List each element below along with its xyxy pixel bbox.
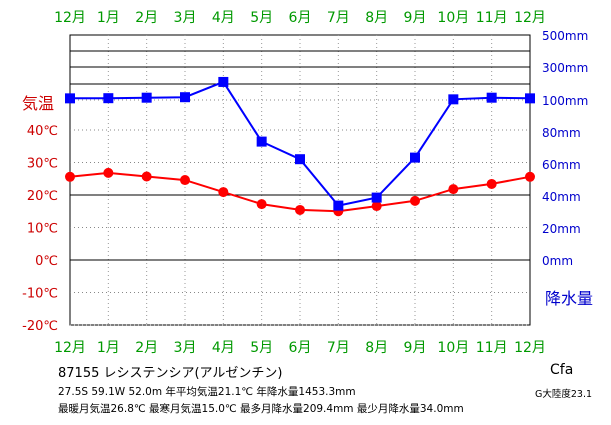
month-label-top: 10月 <box>437 10 469 26</box>
grid <box>69 34 531 326</box>
climate-classification: Cfa <box>550 362 574 378</box>
station-summary-2: 最暖月気温26.8℃ 最寒月気温15.0℃ 最多月降水量209.4mm 最少月降… <box>58 403 464 415</box>
temperature-tick-label: 30℃ <box>27 157 58 172</box>
temperature-tick-label: 20℃ <box>27 189 58 204</box>
temperature-axis-label: 気温 <box>22 94 54 113</box>
month-label-top: 3月 <box>174 10 197 26</box>
series <box>65 76 535 217</box>
precipitation-point <box>218 76 229 87</box>
month-label-bottom: 8月 <box>365 340 388 356</box>
temperature-point <box>65 171 75 182</box>
temperature-tick-label: -20℃ <box>22 319 58 334</box>
station-summary-1: 27.5S 59.1W 52.0m 年平均気温21.1℃ 年降水量1453.3m… <box>58 386 356 398</box>
month-label-bottom: 12月 <box>514 340 546 356</box>
precipitation-point <box>65 93 75 104</box>
month-label-bottom: 11月 <box>476 340 508 356</box>
precipitation-point <box>295 154 305 165</box>
precipitation-point <box>333 200 344 211</box>
month-label-bottom: 9月 <box>404 340 427 356</box>
temperature-point <box>448 184 459 195</box>
temperature-tick-label: 40℃ <box>27 124 58 139</box>
precipitation-tick-label: 20mm <box>542 222 581 236</box>
month-label-bottom: 10月 <box>437 340 469 356</box>
temperature-point <box>410 195 420 206</box>
temperature-point <box>256 199 267 210</box>
precipitation-tick-label: 300mm <box>542 61 588 75</box>
month-labels-top: 12月 1月 2月 3月 4月 5月 6月 7月 8月 9月 10月 11月 12月 <box>54 10 546 26</box>
precipitation-point <box>486 92 497 103</box>
precipitation-tick-label: 80mm <box>542 126 581 140</box>
temperature-point <box>218 187 229 198</box>
month-label-bottom: 12月 <box>54 340 86 356</box>
precipitation-tick-label: 40mm <box>542 190 581 204</box>
temperature-point <box>103 167 114 178</box>
month-labels-bottom: 12月 1月 2月 3月 4月 5月 6月 7月 8月 9月 10月 11月 12月 <box>54 340 546 356</box>
month-label-bottom: 7月 <box>327 340 350 356</box>
month-label-top: 5月 <box>250 10 273 26</box>
month-label-top: 6月 <box>289 10 312 26</box>
precipitation-axis-label: 降水量 <box>545 289 593 308</box>
temperature-tick-label: 10℃ <box>27 222 58 237</box>
precipitation-tick-label: 100mm <box>542 94 588 108</box>
temperature-axis-ticks: 40℃ 30℃ 20℃ 10℃ 0℃ -10℃ -20℃ <box>22 124 58 334</box>
temperature-point <box>371 201 382 212</box>
month-label-top: 1月 <box>97 10 120 26</box>
temperature-point <box>525 171 535 182</box>
month-label-top: 7月 <box>327 10 350 26</box>
temperature-point <box>486 178 497 189</box>
precipitation-tick-label: 60mm <box>542 158 581 172</box>
precipitation-point <box>448 94 459 105</box>
precipitation-tick-label: 500mm <box>542 29 588 43</box>
temperature-tick-label: -10℃ <box>22 287 58 302</box>
month-label-bottom: 3月 <box>174 340 197 356</box>
station-name: 87155 レシステンシア(アルゼンチン) <box>58 366 283 381</box>
temperature-tick-label: 0℃ <box>35 254 58 269</box>
temperature-point <box>295 204 305 215</box>
month-label-bottom: 2月 <box>135 340 158 356</box>
precipitation-point <box>103 93 114 104</box>
precipitation-point <box>180 92 190 103</box>
precipitation-point <box>371 192 382 203</box>
month-label-top: 9月 <box>404 10 427 26</box>
precipitation-point <box>256 136 267 147</box>
month-label-top: 8月 <box>365 10 388 26</box>
month-label-top: 12月 <box>54 10 86 26</box>
month-label-top: 2月 <box>135 10 158 26</box>
continentality-index: G大陸度23.1 <box>535 389 593 400</box>
month-label-bottom: 1月 <box>97 340 120 356</box>
month-label-bottom: 6月 <box>289 340 312 356</box>
temperature-point <box>180 175 190 186</box>
precipitation-point <box>525 93 535 104</box>
temperature-point <box>141 171 152 182</box>
month-label-bottom: 4月 <box>212 340 235 356</box>
month-label-top: 4月 <box>212 10 235 26</box>
month-label-top: 12月 <box>514 10 546 26</box>
precipitation-point <box>410 152 420 163</box>
month-label-bottom: 5月 <box>250 340 273 356</box>
month-label-top: 11月 <box>476 10 508 26</box>
precipitation-tick-label: 0mm <box>542 254 573 268</box>
precipitation-axis-ticks: 0mm 20mm 40mm 60mm 80mm 100mm 300mm 500mm <box>542 29 588 268</box>
precipitation-point <box>141 92 152 103</box>
